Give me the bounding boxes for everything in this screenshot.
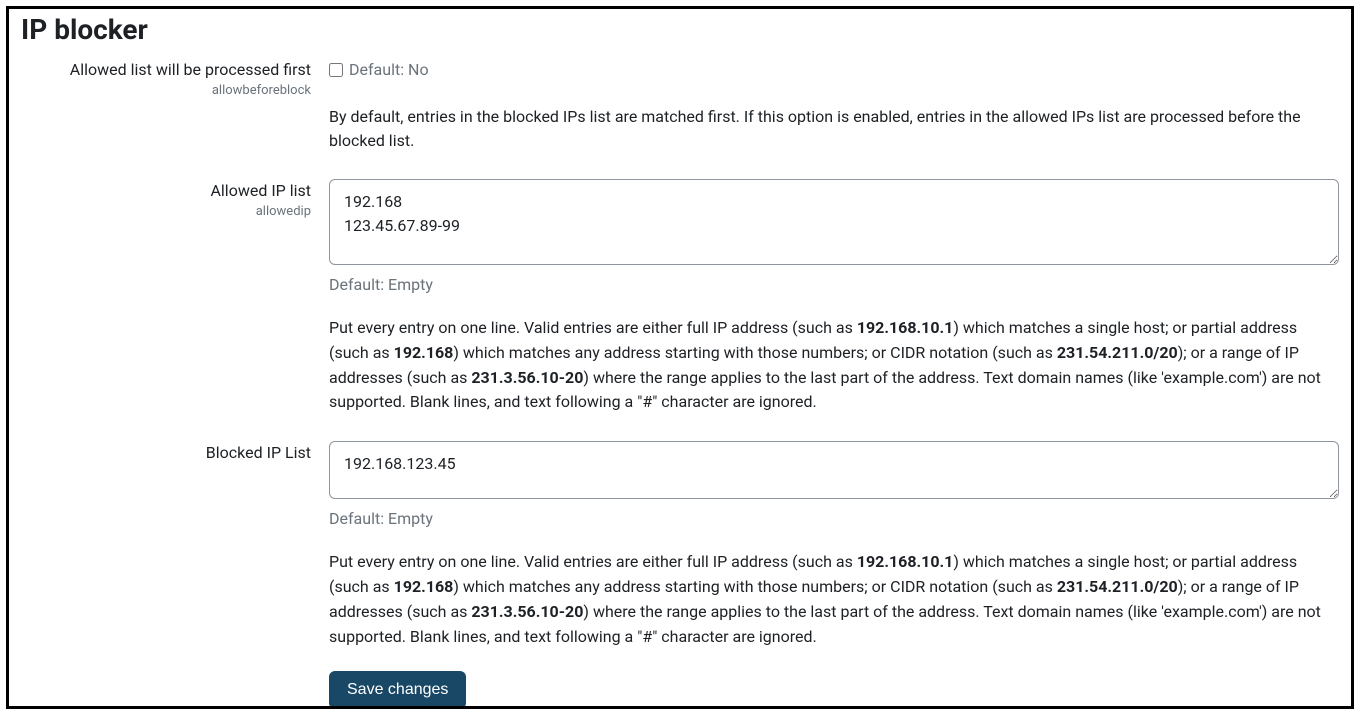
help-text: ) which matches any address starting wit… [453,577,1056,596]
blockedip-textarea[interactable] [329,441,1339,499]
checkbox-default-label: Default: No [349,60,429,79]
help-example: 231.54.211.0/20 [1057,343,1178,362]
help-example: 192.168 [394,577,454,596]
default-label: Default: Empty [329,275,1339,294]
setting-key: allowbeforeblock [21,83,311,98]
field-col: Default: No By default, entries in the b… [329,58,1339,153]
setting-key: allowedip [21,204,311,219]
setting-label: Allowed IP list [21,181,311,202]
help-example: 231.3.56.10-20 [471,368,583,387]
setting-blockedip: Blocked IP List Default: Empty Put every… [21,441,1339,709]
field-col: Default: Empty Put every entry on one li… [329,179,1339,415]
allowbeforeblock-checkbox[interactable] [329,63,343,77]
help-example: 192.168.10.1 [857,552,954,571]
help-example: 231.3.56.10-20 [471,602,583,621]
page-title: IP blocker [21,13,1339,46]
setting-label: Blocked IP List [21,443,311,464]
help-example: 192.168.10.1 [857,318,954,337]
label-col: Allowed IP list allowedip [21,179,329,219]
help-text: Put every entry on one line. Valid entri… [329,318,857,337]
allowedip-textarea[interactable] [329,179,1339,265]
setting-allowedip: Allowed IP list allowedip Default: Empty… [21,179,1339,415]
help-text: ) which matches any address starting wit… [453,343,1056,362]
setting-help: Put every entry on one line. Valid entri… [329,316,1339,415]
help-example: 192.168 [394,343,454,362]
save-button[interactable]: Save changes [329,671,466,709]
label-col: Blocked IP List [21,441,329,464]
help-text: Put every entry on one line. Valid entri… [329,552,857,571]
setting-label: Allowed list will be processed first [21,60,311,81]
label-col: Allowed list will be processed first all… [21,58,329,98]
settings-panel: IP blocker Allowed list will be processe… [6,6,1354,709]
help-example: 231.54.211.0/20 [1057,577,1178,596]
default-label: Default: Empty [329,509,1339,528]
setting-description: By default, entries in the blocked IPs l… [329,105,1339,153]
field-col: Default: Empty Put every entry on one li… [329,441,1339,709]
setting-allowbeforeblock: Allowed list will be processed first all… [21,58,1339,153]
setting-help: Put every entry on one line. Valid entri… [329,550,1339,649]
checkbox-row[interactable]: Default: No [329,60,1339,79]
